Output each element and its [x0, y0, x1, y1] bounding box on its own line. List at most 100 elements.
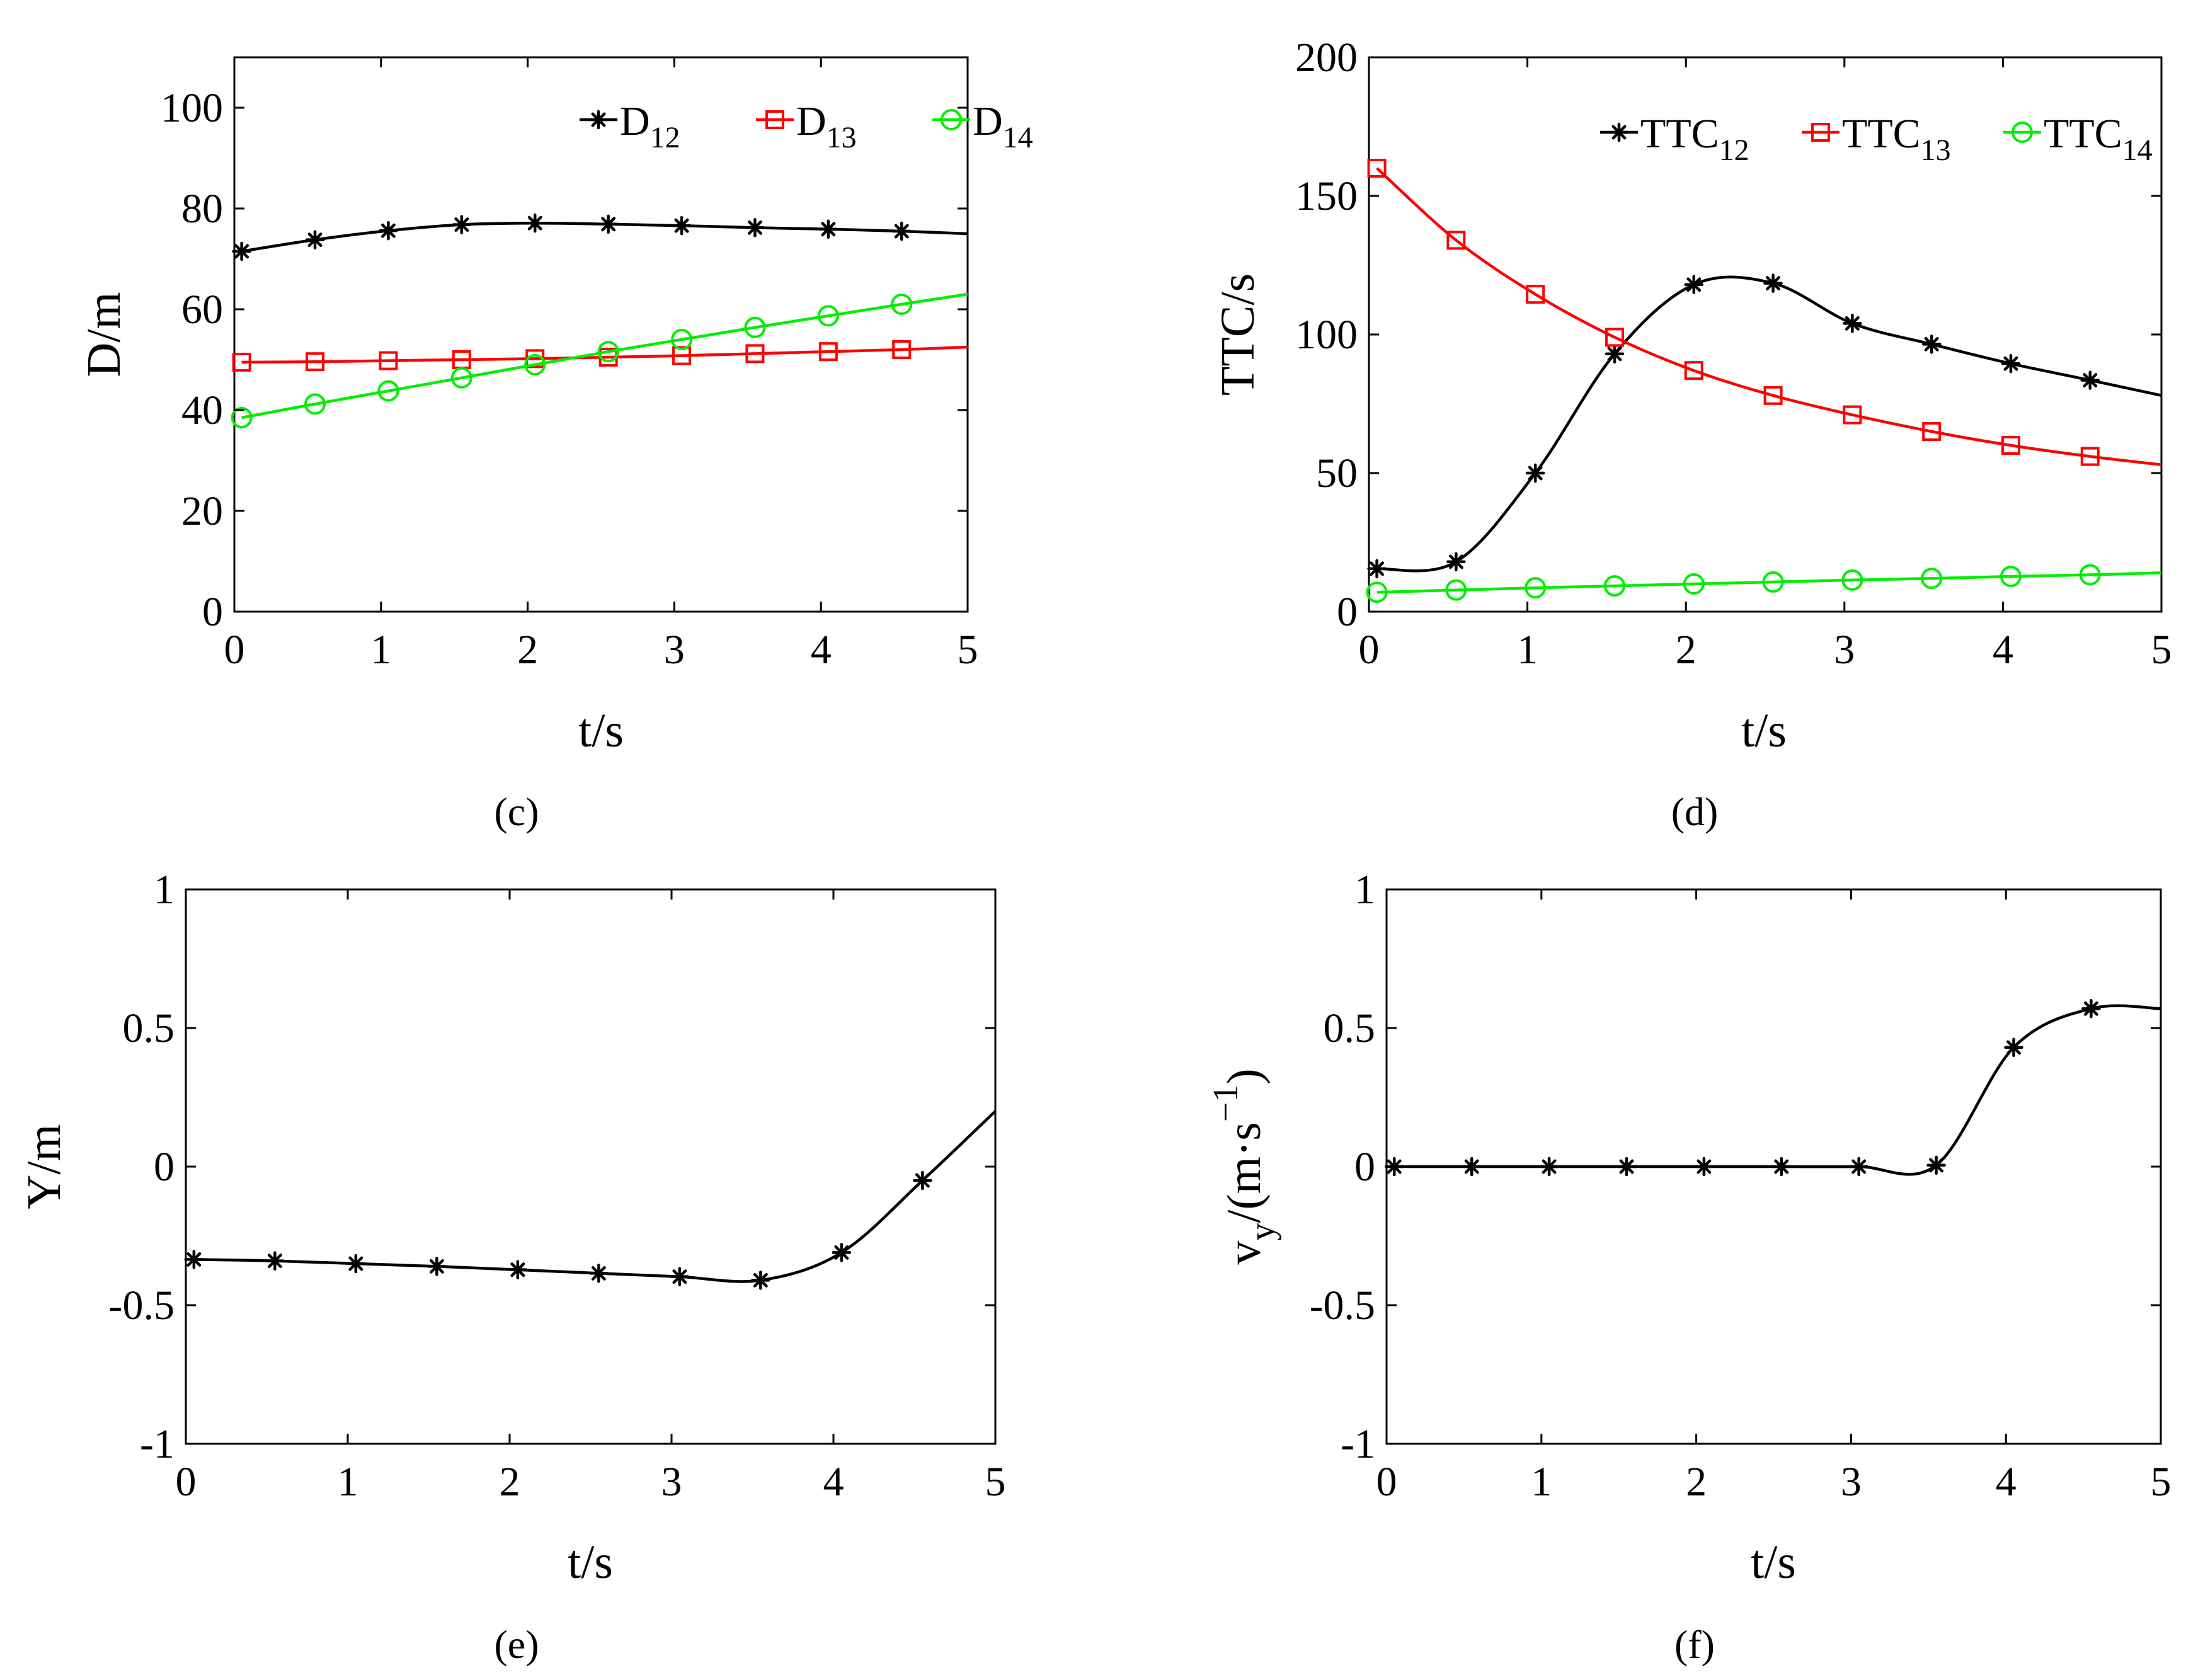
y-tick-label-c: 80 [181, 186, 223, 232]
data-point-d-0 [1605, 344, 1625, 364]
data-point-c-2 [817, 305, 839, 327]
data-point-f-0 [1616, 1157, 1637, 1177]
x-tick-label-c: 0 [224, 627, 245, 673]
data-point-c-2 [597, 341, 619, 363]
series-line-f-0 [1394, 1004, 2161, 1176]
data-point-e-0 [508, 1260, 528, 1279]
axes-box-e [185, 888, 997, 1445]
legend-item-d-2: TTC14 [2003, 111, 2153, 167]
legend-label-main: D [796, 98, 827, 144]
data-point-e-0 [913, 1170, 932, 1191]
x-tick-label-f: 3 [1841, 1459, 1862, 1505]
data-point-d-2 [1603, 575, 1625, 597]
y-axis-label-f-sub: y [1243, 1223, 1282, 1241]
legend-label-main: D [620, 98, 650, 144]
data-point-c-1 [672, 346, 692, 365]
y-tick-label-e: -1 [140, 1421, 175, 1467]
y-tick-label-f: 1 [1354, 867, 1375, 913]
data-point-c-0 [598, 214, 618, 234]
series-line-d-1 [1376, 167, 2162, 467]
data-point-d-1 [1922, 422, 1942, 441]
x-tick-label-c: 2 [517, 627, 538, 673]
legend-c: D12 D13 D14 [580, 98, 1033, 154]
x-tick-label-d: 0 [1359, 627, 1380, 673]
data-point-f-0 [2004, 1037, 2023, 1058]
axes-box-d [1368, 56, 2163, 613]
legend-item-c-1: D13 [756, 98, 857, 154]
series-line-d-2 [1376, 571, 2162, 594]
legend-item-d-1: TTC13 [1802, 111, 1951, 167]
x-tick-label-e: 5 [985, 1459, 1006, 1505]
legend-marker-d-1 [1811, 123, 1830, 142]
legend-label-main: TTC [1842, 111, 1921, 157]
data-point-f-0 [1694, 1157, 1714, 1177]
y-tick-label-f: 0 [1354, 1144, 1375, 1190]
data-point-c-0 [891, 221, 912, 241]
y-tick-label-e: 0.5 [123, 1005, 175, 1051]
data-point-c-0 [305, 230, 325, 249]
legend-label-sub: 13 [1921, 134, 1951, 167]
data-point-c-2 [304, 393, 326, 415]
data-point-c-0 [745, 218, 765, 237]
x-axis-label-e: t/s [568, 1536, 613, 1589]
data-point-d-1 [1843, 405, 1862, 425]
chart-f: 0 1 2 3 4 5 -1 -0.5 0 0.5 1 t/s vy/(m·s−1) (f) [1206, 867, 2172, 1667]
data-point-d-0 [1367, 559, 1387, 579]
y-axis-label-f-close: ) [1218, 1068, 1271, 1084]
data-point-d-1 [2080, 447, 2100, 466]
data-point-c-0 [818, 219, 838, 239]
legend-marker-d-2 [2011, 122, 2033, 143]
data-point-c-0 [452, 215, 472, 234]
data-point-f-0 [1849, 1157, 1868, 1177]
data-point-c-1 [306, 352, 325, 372]
data-point-c-1 [379, 351, 398, 370]
data-point-f-0 [2081, 998, 2101, 1019]
x-tick-label-c: 1 [370, 627, 391, 673]
y-tick-label-d: 100 [1295, 312, 1358, 358]
legend-label-d-1: TTC13 [1842, 111, 1951, 167]
legend-label-sub: 14 [1003, 121, 1033, 154]
y-tick-label-c: 60 [181, 287, 223, 333]
data-point-f-0 [1771, 1157, 1792, 1177]
data-point-f-0 [1926, 1155, 1946, 1175]
data-point-d-1 [1605, 328, 1624, 347]
data-point-e-0 [184, 1250, 204, 1269]
x-tick-label-c: 5 [958, 627, 978, 673]
data-point-d-2 [2079, 564, 2101, 586]
legend-label-d-0: TTC12 [1640, 111, 1749, 167]
series-line-e-0 [193, 1110, 997, 1283]
legend-item-c-0: D12 [580, 98, 680, 154]
y-tick-label-d: 200 [1295, 35, 1358, 81]
data-point-d-1 [1763, 386, 1783, 405]
y-tick-label-c: 40 [181, 387, 223, 433]
y-axis-label-d: TTC/s [1211, 273, 1264, 396]
data-point-c-2 [671, 329, 693, 350]
y-tick-label-d: 50 [1316, 450, 1358, 496]
x-tick-label-f: 4 [1996, 1459, 2017, 1505]
legend-label-sub: 12 [1719, 134, 1749, 167]
series-line-d-0 [1376, 275, 2162, 573]
x-axis-label-d: t/s [1741, 704, 1787, 757]
legend-marker-d-0 [1609, 122, 1629, 142]
x-tick-label-c: 4 [811, 627, 832, 673]
x-tick-label-d: 2 [1676, 627, 1697, 673]
x-tick-label-d: 1 [1517, 627, 1538, 673]
legend-label-sub: 12 [650, 121, 680, 154]
data-point-c-0 [232, 241, 251, 261]
data-point-c-0 [672, 215, 692, 236]
x-tick-label-d: 5 [2151, 627, 2172, 673]
data-point-d-2 [1445, 579, 1467, 601]
chart-e: 0 1 2 3 4 5 -1 -0.5 0 0.5 1 t/s Y/m (e) [18, 867, 1006, 1667]
y-axis-label-f: vy/(m·s−1) [1206, 1068, 1282, 1264]
legend-label-sub: 13 [827, 121, 857, 154]
data-point-d-0 [1525, 463, 1545, 483]
y-axis-label-f-sup: −1 [1206, 1085, 1245, 1123]
panel-label-d: (d) [1671, 789, 1719, 834]
data-point-c-2 [450, 367, 472, 389]
data-point-e-0 [265, 1251, 285, 1271]
y-tick-label-c: 20 [181, 488, 223, 534]
legend-d: TTC12 TTC13 TTC14 [1600, 111, 2153, 167]
